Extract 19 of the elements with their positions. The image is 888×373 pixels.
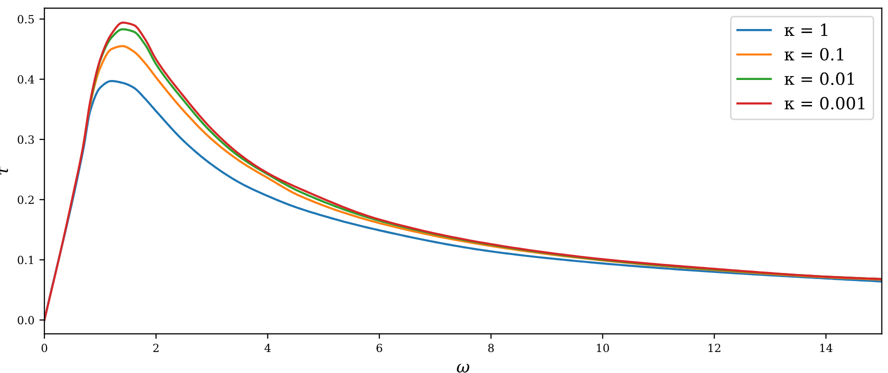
x-tick-label: 10 [596, 344, 609, 352]
y-tick-label: 0.1 [18, 256, 34, 264]
y-tick-label: 0.4 [18, 75, 34, 84]
x-tick-label: 12 [708, 344, 720, 352]
x-tick-label: 8 [488, 344, 494, 352]
x-tick-label: 0 [42, 344, 48, 352]
y-tick-label: 0.2 [18, 196, 34, 204]
y-tick-label: 0.5 [18, 15, 34, 24]
y-tick-label: 0.3 [18, 135, 34, 144]
x-tick-label: 6 [376, 344, 382, 352]
y-tick-label: 0.0 [18, 316, 34, 324]
legend-label: κ = 0.01 [784, 72, 854, 86]
legend-label: κ = 0.1 [784, 48, 844, 61]
legend-label: κ = 0.001 [784, 96, 864, 110]
x-axis-title: ω [456, 364, 470, 373]
legend-label: κ = 1 [784, 24, 828, 36]
x-tick-label: 14 [820, 344, 832, 352]
x-tick-label: 2 [153, 344, 158, 352]
x-tick-label: 4 [264, 344, 271, 352]
